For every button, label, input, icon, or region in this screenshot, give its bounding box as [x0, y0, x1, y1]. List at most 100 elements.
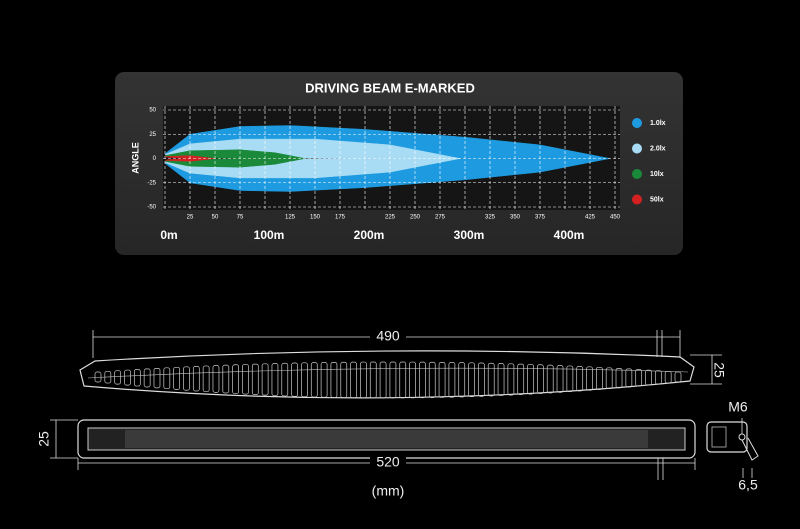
dimension-label: 25: [711, 362, 727, 378]
cooling-fin: [674, 371, 682, 383]
cooling-fin: [596, 366, 603, 390]
cooling-fin: [478, 362, 485, 397]
x-tick-label: 275: [435, 215, 446, 221]
y-tick-label: 25: [149, 132, 156, 138]
cooling-fin: [419, 361, 426, 399]
cooling-fin: [468, 362, 475, 398]
dimension-label: 6,5: [738, 477, 758, 493]
led-strip: [125, 430, 648, 448]
cooling-fin: [330, 361, 338, 398]
cooling-fin: [183, 366, 190, 391]
cooling-fin: [625, 368, 633, 388]
cooling-fin: [114, 370, 122, 385]
cooling-fin: [497, 363, 505, 396]
x-tick-label: 50: [212, 215, 219, 221]
cooling-fin: [586, 366, 593, 391]
cooling-fin: [635, 369, 643, 387]
cooling-fin: [399, 361, 407, 399]
cooling-fin: [537, 364, 544, 394]
dimension-label: 490: [376, 328, 400, 344]
legend-swatch: [632, 169, 642, 179]
y-axis-title: ANGLE: [130, 142, 140, 174]
x-tick-label: 75: [237, 215, 244, 221]
cooling-fin: [369, 361, 377, 399]
cooling-fin: [173, 366, 180, 390]
x-tick-label: 375: [535, 215, 546, 221]
distance-label: 0m: [160, 228, 177, 242]
x-tick-label: 150: [310, 215, 321, 221]
technical-drawing: 490 25 25 520 (mm) M6 6,5: [36, 328, 759, 499]
cooling-fin: [438, 361, 446, 398]
x-tick-label: 125: [285, 215, 296, 221]
cooling-fin: [615, 367, 623, 389]
side-view: [706, 421, 748, 453]
cooling-fin: [428, 361, 436, 398]
cooling-fin: [379, 361, 387, 399]
cooling-fin: [133, 369, 141, 387]
x-tick-label: 450: [610, 215, 621, 221]
cooling-fin: [232, 364, 239, 394]
dimension-label: 520: [376, 454, 400, 470]
cooling-fin: [163, 367, 171, 390]
legend-label: 50lx: [650, 196, 664, 203]
x-tick-label: 350: [510, 215, 521, 221]
cooling-fin: [251, 363, 259, 395]
cooling-fin: [202, 365, 210, 393]
cooling-fin: [507, 363, 515, 396]
cooling-fin: [192, 366, 200, 392]
cooling-fin: [242, 364, 249, 395]
cooling-fin: [301, 362, 308, 398]
cooling-fin: [271, 363, 279, 396]
unit-label: (mm): [372, 483, 405, 499]
legend-label: 2.0lx: [650, 145, 666, 152]
x-tick-label: 25: [187, 215, 194, 221]
cooling-fin: [94, 371, 102, 383]
bar-top-line: [87, 367, 689, 379]
chart-title: DRIVING BEAM E-MARKED: [305, 80, 475, 95]
distance-label: 200m: [354, 228, 385, 242]
cooling-fin: [104, 370, 112, 384]
distance-label: 400m: [554, 228, 585, 242]
cooling-fin: [222, 364, 230, 394]
y-tick-label: 0: [153, 156, 157, 162]
y-tick-label: -50: [147, 205, 156, 211]
cooling-fin: [487, 362, 495, 397]
cooling-fin: [320, 362, 328, 398]
cooling-fin: [556, 365, 564, 393]
x-tick-label: 175: [335, 215, 346, 221]
legend-label: 1.0lx: [650, 120, 666, 127]
cooling-fin: [291, 362, 298, 397]
label-bg: [370, 455, 406, 472]
cooling-fin: [566, 365, 574, 393]
distance-label: 300m: [454, 228, 485, 242]
cooling-fin: [458, 362, 466, 398]
cooling-fin: [654, 370, 662, 385]
legend-swatch: [632, 143, 642, 154]
legend-label: 10lx: [650, 171, 664, 178]
cooling-fin: [261, 363, 269, 396]
distance-label: 100m: [254, 228, 285, 242]
cooling-fin: [664, 370, 672, 384]
x-tick-label: 250: [410, 215, 421, 221]
cooling-fin: [350, 361, 357, 399]
bar-top-outline: [79, 350, 695, 399]
x-tick-label: 225: [385, 215, 396, 221]
cooling-fin: [546, 364, 554, 394]
legend-swatch: [632, 194, 642, 205]
thread-label: M6: [728, 399, 748, 415]
cooling-fin: [448, 362, 456, 398]
bracket: [741, 437, 759, 461]
y-tick-label: -25: [147, 180, 156, 186]
y-tick-label: 50: [149, 108, 156, 114]
cooling-fin: [605, 367, 613, 390]
dimension-label: 25: [36, 431, 52, 447]
cooling-fin: [281, 362, 289, 397]
cooling-fin: [576, 366, 584, 392]
cooling-fin: [527, 364, 534, 395]
cooling-fin: [340, 361, 348, 398]
label-bg: [370, 328, 406, 346]
legend-swatch: [632, 118, 642, 128]
cooling-fin: [645, 369, 652, 386]
